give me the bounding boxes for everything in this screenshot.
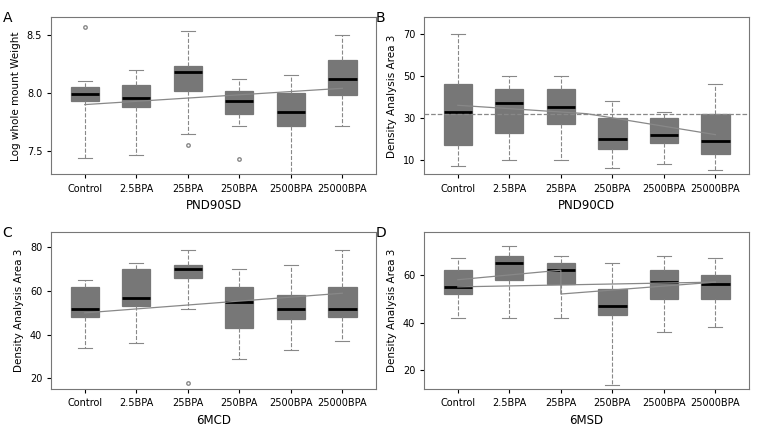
PathPatch shape: [173, 265, 202, 278]
PathPatch shape: [546, 263, 575, 285]
PathPatch shape: [496, 88, 524, 133]
Text: D: D: [375, 226, 386, 240]
PathPatch shape: [444, 85, 472, 145]
PathPatch shape: [277, 93, 305, 126]
Y-axis label: Density Analysis Area 3: Density Analysis Area 3: [14, 249, 24, 372]
PathPatch shape: [71, 87, 99, 101]
Y-axis label: Density Analysis Area 3: Density Analysis Area 3: [388, 249, 397, 372]
Y-axis label: Log whole mount Weight: Log whole mount Weight: [11, 31, 21, 161]
Y-axis label: Density Analysis Area 3: Density Analysis Area 3: [388, 34, 397, 158]
PathPatch shape: [122, 269, 150, 306]
Text: C: C: [2, 226, 12, 240]
PathPatch shape: [122, 85, 150, 107]
Text: A: A: [2, 11, 12, 25]
X-axis label: PND90SD: PND90SD: [185, 199, 242, 212]
PathPatch shape: [701, 114, 730, 153]
PathPatch shape: [701, 275, 730, 299]
PathPatch shape: [328, 60, 356, 95]
PathPatch shape: [71, 286, 99, 317]
PathPatch shape: [598, 289, 626, 315]
PathPatch shape: [277, 295, 305, 319]
X-axis label: PND90CD: PND90CD: [558, 199, 615, 212]
PathPatch shape: [173, 66, 202, 91]
PathPatch shape: [225, 286, 254, 328]
PathPatch shape: [546, 88, 575, 124]
PathPatch shape: [650, 270, 678, 299]
PathPatch shape: [496, 256, 524, 280]
PathPatch shape: [225, 91, 254, 114]
PathPatch shape: [444, 270, 472, 294]
Text: B: B: [375, 11, 385, 25]
PathPatch shape: [650, 118, 678, 143]
PathPatch shape: [598, 118, 626, 149]
X-axis label: 6MSD: 6MSD: [569, 414, 603, 427]
PathPatch shape: [328, 286, 356, 317]
X-axis label: 6MCD: 6MCD: [196, 414, 231, 427]
